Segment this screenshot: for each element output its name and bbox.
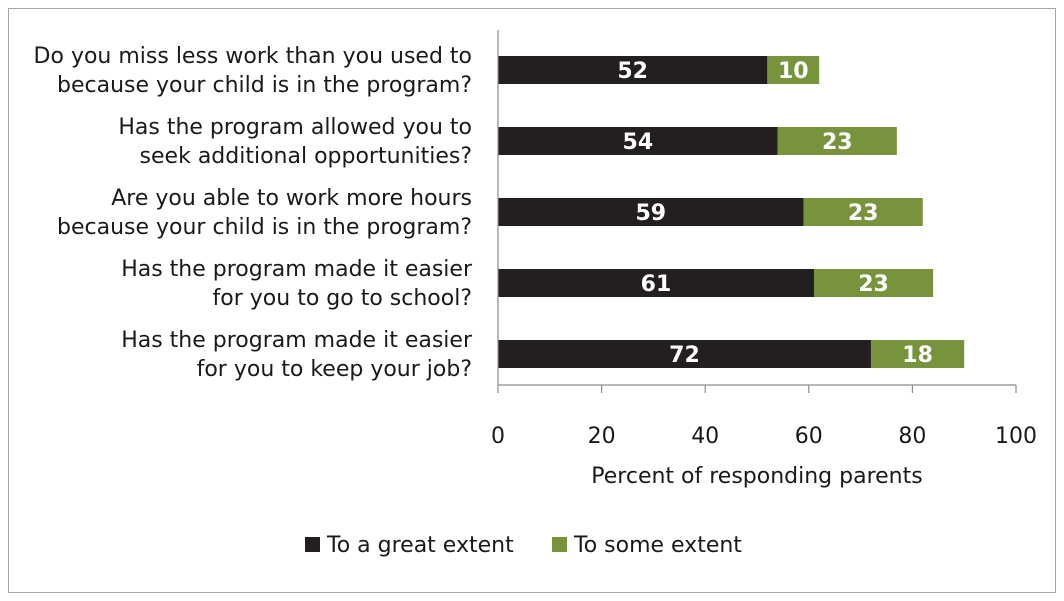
category-label: Has the program made it easier for you to… bbox=[121, 257, 473, 311]
bar-segment bbox=[777, 127, 897, 155]
bar-value-label: 23 bbox=[858, 272, 889, 297]
x-tick-label: 80 bbox=[898, 424, 926, 449]
x-tick-label: 60 bbox=[795, 424, 823, 449]
x-axis-title: Percent of responding parents bbox=[591, 464, 922, 489]
bar-value-label: 23 bbox=[848, 201, 879, 226]
bar-value-label: 52 bbox=[617, 59, 648, 84]
bar-segment bbox=[498, 340, 871, 368]
legend-label: To a great extent bbox=[326, 533, 514, 558]
bar-value-label: 72 bbox=[669, 343, 700, 368]
category-label-line: because your child is in the program? bbox=[57, 215, 472, 240]
legend: To a great extent To some extent bbox=[305, 533, 742, 558]
x-tick-label: 20 bbox=[588, 424, 616, 449]
category-label: Has the program allowed you to seek addit… bbox=[118, 115, 472, 169]
legend-label: To some extent bbox=[573, 533, 742, 558]
bar-value-label: 59 bbox=[635, 201, 666, 226]
category-label-line: Are you able to work more hours bbox=[111, 186, 472, 211]
bars: 52 10 54 23 59 23 61 23 72 18 bbox=[498, 56, 965, 368]
category-label-line: Has the program made it easier bbox=[121, 328, 473, 353]
category-label: Do you miss less work than you used to be… bbox=[34, 44, 472, 98]
legend-swatch bbox=[305, 537, 320, 552]
bar-segment bbox=[498, 127, 778, 155]
bar-segment bbox=[870, 340, 965, 368]
bar-value-label: 61 bbox=[641, 272, 672, 297]
x-tick-label: 40 bbox=[691, 424, 719, 449]
bar-segment bbox=[498, 269, 814, 297]
category-label: Are you able to work more hours because y… bbox=[57, 186, 472, 240]
category-label-line: Has the program made it easier bbox=[121, 257, 473, 282]
category-labels: Do you miss less work than you used to be… bbox=[34, 44, 473, 382]
bar-segment bbox=[803, 198, 923, 226]
legend-swatch bbox=[552, 537, 567, 552]
x-tick-label: 100 bbox=[995, 424, 1037, 449]
bar-value-label: 54 bbox=[623, 130, 654, 155]
bar-segment bbox=[813, 269, 934, 297]
category-label: Has the program made it easier for you to… bbox=[121, 328, 473, 382]
bar-value-label: 18 bbox=[902, 343, 933, 368]
chart-frame bbox=[8, 8, 1056, 593]
category-label-line: seek additional opportunities? bbox=[140, 144, 472, 169]
bar-value-label: 10 bbox=[778, 59, 809, 84]
category-label-line: Do you miss less work than you used to bbox=[34, 44, 472, 69]
bar-segment bbox=[498, 198, 804, 226]
category-label-line: for you to keep your job? bbox=[197, 357, 472, 382]
category-label-line: for you to go to school? bbox=[213, 286, 472, 311]
category-label-line: Has the program allowed you to bbox=[118, 115, 472, 140]
category-label-line: because your child is in the program? bbox=[57, 73, 472, 98]
x-axis: 0 20 40 60 80 100 bbox=[491, 30, 1037, 449]
x-tick-label: 0 bbox=[491, 424, 505, 449]
bar-value-label: 23 bbox=[822, 130, 853, 155]
bar-segment bbox=[498, 56, 768, 84]
bar-segment bbox=[767, 56, 820, 84]
